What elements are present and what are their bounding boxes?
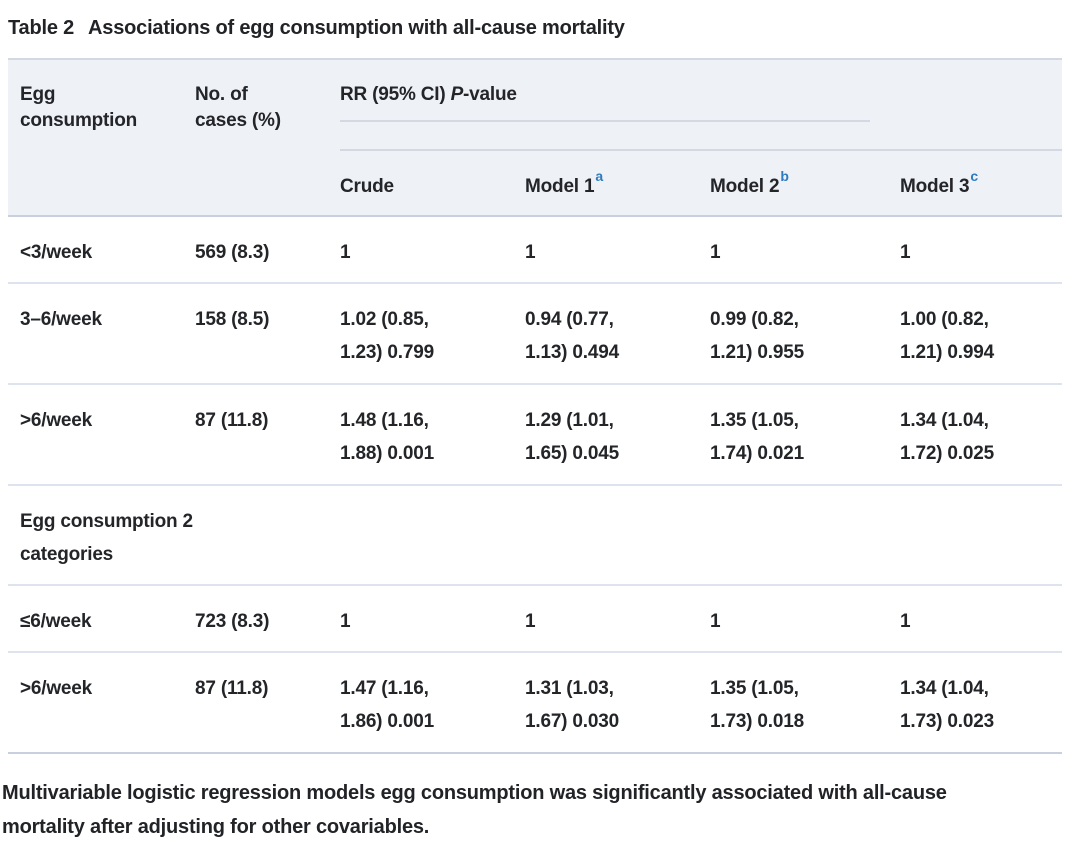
section-label-cell: Egg consumption 2 categories [8, 485, 1062, 586]
col-header-model-3: Model 3c [900, 150, 1062, 217]
section-row: Egg consumption 2 categories [8, 485, 1062, 586]
cell-model-3: 1 [900, 216, 1062, 284]
col-header-model-1: Model 1a [525, 150, 710, 217]
col-header-crude: Crude [340, 150, 525, 217]
cell-crude: 1.47 (1.16, 1.86) 0.001 [340, 652, 525, 754]
cell-cases: 87 (11.8) [195, 384, 340, 486]
table-row: ≤6/week 723 (8.3) 1 1 1 1 [8, 585, 1062, 653]
cell-category: <3/week [8, 216, 195, 284]
cell-model-3: 1 [900, 585, 1062, 653]
cell-cases: 158 (8.5) [195, 283, 340, 385]
col-header-rr-group: RR (95% CI) P-value [340, 58, 1062, 151]
cell-model-2: 1.35 (1.05, 1.74) 0.021 [710, 384, 900, 486]
cell-model-3: 1.34 (1.04, 1.73) 0.023 [900, 652, 1062, 754]
table-footnote: Multivariable logistic regression models… [2, 782, 947, 838]
footnote-marker-b: b [780, 167, 789, 184]
cell-model-2: 0.99 (0.82, 1.21) 0.955 [710, 283, 900, 385]
cell-cases: 569 (8.3) [195, 216, 340, 284]
cell-cases: 87 (11.8) [195, 652, 340, 754]
cell-cases: 723 (8.3) [195, 585, 340, 653]
cell-category: ≤6/week [8, 585, 195, 653]
col-header-model-2: Model 2b [710, 150, 900, 217]
table-number-label: Table 2 [8, 17, 75, 39]
col-header-egg-consumption: Egg consumption [8, 58, 195, 217]
cell-category: >6/week [8, 384, 195, 486]
cell-category: >6/week [8, 652, 195, 754]
header-subrule [340, 120, 870, 122]
cell-crude: 1.48 (1.16, 1.88) 0.001 [340, 384, 525, 486]
results-table: Egg consumption No. of cases (%) RR (95%… [8, 58, 1062, 754]
cell-model-3: 1.00 (0.82, 1.21) 0.994 [900, 283, 1062, 385]
cell-model-2: 1.35 (1.05, 1.73) 0.018 [710, 652, 900, 754]
table-row: >6/week 87 (11.8) 1.48 (1.16, 1.88) 0.00… [8, 384, 1062, 486]
table-body: <3/week 569 (8.3) 1 1 1 1 3–6/week 158 (… [8, 216, 1062, 754]
cell-crude: 1 [340, 585, 525, 653]
cell-model-1: 1 [525, 216, 710, 284]
table-title-text: Associations of egg consumption with all… [88, 17, 625, 39]
cell-model-3: 1.34 (1.04, 1.72) 0.025 [900, 384, 1062, 486]
cell-model-2: 1 [710, 216, 900, 284]
footnote-marker-a: a [595, 167, 603, 184]
cell-crude: 1 [340, 216, 525, 284]
table-row: 3–6/week 158 (8.5) 1.02 (0.85, 1.23) 0.7… [8, 283, 1062, 385]
cell-model-1: 1.29 (1.01, 1.65) 0.045 [525, 384, 710, 486]
table-row: <3/week 569 (8.3) 1 1 1 1 [8, 216, 1062, 284]
cell-model-1: 1 [525, 585, 710, 653]
cell-category: 3–6/week [8, 283, 195, 385]
table-header: Egg consumption No. of cases (%) RR (95%… [8, 58, 1062, 217]
table-row: >6/week 87 (11.8) 1.47 (1.16, 1.86) 0.00… [8, 652, 1062, 754]
rr-group-label: RR (95% CI) P-value [340, 84, 517, 105]
cell-model-1: 0.94 (0.77, 1.13) 0.494 [525, 283, 710, 385]
col-header-no-of-cases: No. of cases (%) [195, 58, 340, 217]
footnote-marker-c: c [970, 167, 978, 184]
table-caption: Table 2 Associations of egg consumption w… [8, 14, 1080, 42]
section-label: Egg consumption 2 categories [20, 511, 193, 565]
cell-model-2: 1 [710, 585, 900, 653]
cell-crude: 1.02 (0.85, 1.23) 0.799 [340, 283, 525, 385]
cell-model-1: 1.31 (1.03, 1.67) 0.030 [525, 652, 710, 754]
